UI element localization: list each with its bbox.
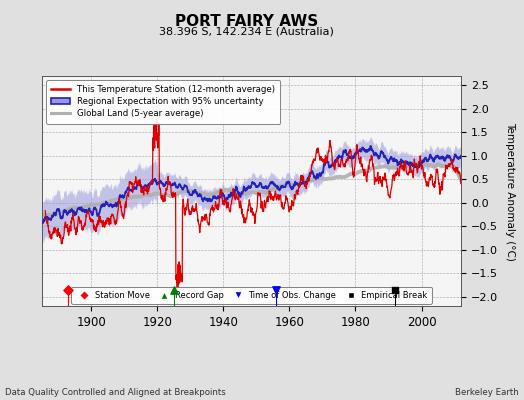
Legend: Station Move, Record Gap, Time of Obs. Change, Empirical Break: Station Move, Record Gap, Time of Obs. C… [71, 287, 432, 304]
Text: PORT FAIRY AWS: PORT FAIRY AWS [174, 14, 318, 29]
Point [170, 286, 178, 293]
Point [64, 286, 72, 293]
Text: 38.396 S, 142.234 E (Australia): 38.396 S, 142.234 E (Australia) [159, 26, 334, 36]
Point [272, 286, 280, 293]
Point [391, 286, 399, 293]
Y-axis label: Temperature Anomaly (°C): Temperature Anomaly (°C) [505, 122, 515, 260]
Text: Berkeley Earth: Berkeley Earth [455, 388, 519, 397]
Text: Data Quality Controlled and Aligned at Breakpoints: Data Quality Controlled and Aligned at B… [5, 388, 226, 397]
